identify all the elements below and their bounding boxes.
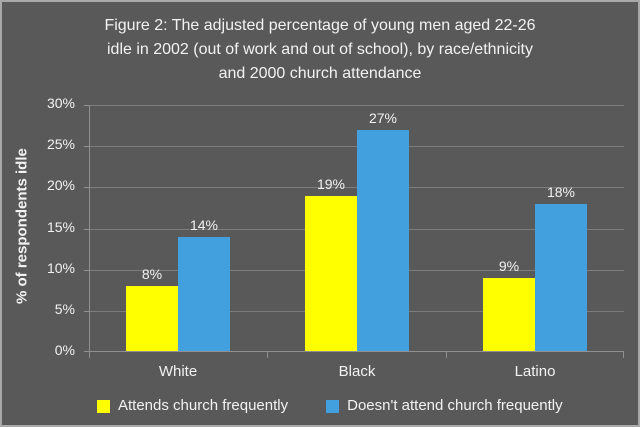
y-tick-label: 15% bbox=[46, 219, 75, 235]
gridline bbox=[90, 105, 624, 106]
x-tick-mark bbox=[623, 352, 624, 358]
bar-latino-attends bbox=[483, 278, 535, 351]
category-label-latino: Latino bbox=[514, 363, 556, 380]
y-tick-label: 20% bbox=[46, 177, 75, 193]
y-axis-line bbox=[89, 105, 90, 352]
bar-value-label: 19% bbox=[316, 176, 346, 192]
y-tick-label: 5% bbox=[54, 301, 75, 317]
bar-value-label: 18% bbox=[546, 184, 576, 200]
legend-item: Doesn't attend church frequently bbox=[326, 397, 563, 415]
y-tick-mark bbox=[84, 146, 89, 147]
y-tick-mark bbox=[84, 229, 89, 230]
bar-white-doesnt-attend bbox=[178, 237, 230, 351]
legend-item: Attends church frequently bbox=[97, 397, 288, 415]
x-tick-mark bbox=[267, 352, 268, 358]
chart-title: Figure 2: The adjusted percentage of you… bbox=[22, 14, 618, 86]
y-tick-mark bbox=[84, 311, 89, 312]
y-tick-label: 0% bbox=[54, 342, 75, 358]
x-axis-category-labels: White Black Latino bbox=[89, 362, 624, 384]
y-tick-mark bbox=[84, 187, 89, 188]
bar-black-doesnt-attend bbox=[357, 130, 409, 351]
legend-swatch-attends-church bbox=[97, 399, 110, 413]
x-axis-line bbox=[89, 351, 624, 352]
chart-title-line-1: Figure 2: The adjusted percentage of you… bbox=[104, 17, 536, 34]
bar-value-label: 9% bbox=[498, 258, 520, 274]
legend-swatch-doesnt-attend-church bbox=[326, 399, 340, 413]
chart-legend: Attends church frequently Doesn't attend … bbox=[97, 396, 563, 416]
bar-value-label: 8% bbox=[141, 266, 163, 282]
y-tick-mark bbox=[84, 105, 89, 106]
y-tick-label: 25% bbox=[46, 136, 75, 152]
chart-title-line-3: and 2000 church attendance bbox=[218, 65, 422, 82]
x-tick-mark bbox=[446, 352, 447, 358]
y-tick-mark bbox=[84, 351, 89, 352]
y-axis-tick-labels: 0% 5% 10% 15% 20% 25% 30% bbox=[32, 95, 82, 358]
y-tick-label: 10% bbox=[46, 260, 75, 276]
bar-value-label: 27% bbox=[368, 110, 398, 126]
category-label-white: White bbox=[158, 363, 198, 380]
y-tick-label: 30% bbox=[46, 95, 75, 111]
bar-latino-doesnt-attend bbox=[535, 204, 587, 351]
y-tick-mark bbox=[84, 270, 89, 271]
plot-area: 8% 14% 19% 27% 9% 18% bbox=[84, 105, 624, 358]
legend-label: Attends church frequently bbox=[118, 397, 289, 414]
bar-value-label: 14% bbox=[189, 217, 219, 233]
category-label-black: Black bbox=[338, 363, 376, 380]
legend-label: Doesn't attend church frequently bbox=[347, 397, 563, 414]
x-tick-mark bbox=[89, 352, 90, 358]
bar-white-attends bbox=[126, 286, 178, 351]
chart-title-line-2: idle in 2002 (out of work and out of sch… bbox=[106, 41, 533, 58]
bar-black-attends bbox=[305, 196, 357, 351]
